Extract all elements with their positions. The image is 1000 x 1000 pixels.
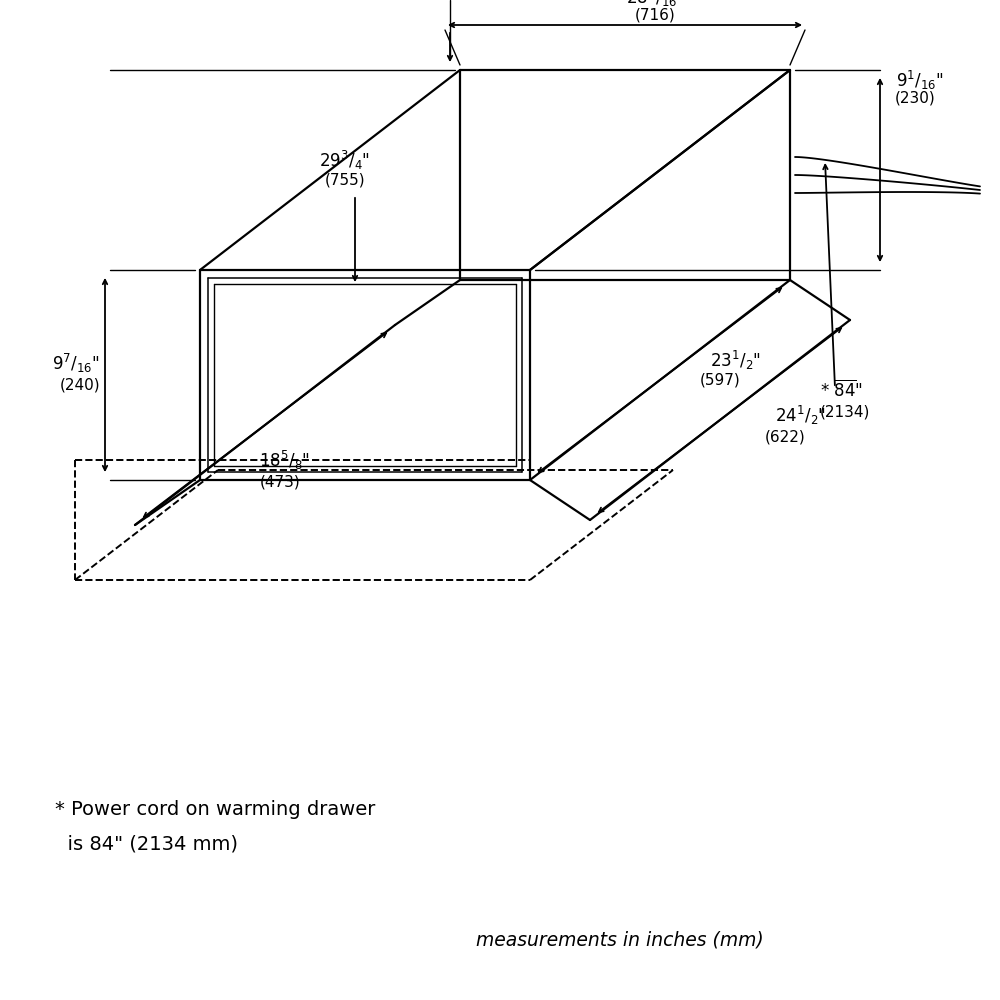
Text: $18^{5}/_{8}$": $18^{5}/_{8}$" [259, 448, 311, 472]
Text: is 84" (2134 mm): is 84" (2134 mm) [55, 835, 238, 854]
Text: (473): (473) [260, 475, 300, 489]
Text: $9^{7}/_{16}$": $9^{7}/_{16}$" [52, 351, 100, 375]
Text: (597): (597) [700, 372, 741, 387]
Text: $28^{3}/_{16}$": $28^{3}/_{16}$" [626, 0, 684, 9]
Text: (716): (716) [635, 7, 675, 22]
Text: (622): (622) [765, 430, 806, 444]
Text: $24^{1}/_{2}$": $24^{1}/_{2}$" [775, 403, 826, 427]
Text: measurements in inches (mm): measurements in inches (mm) [476, 930, 764, 949]
Text: $9^{1}/_{16}$": $9^{1}/_{16}$" [896, 68, 944, 92]
Text: (240): (240) [59, 377, 100, 392]
Text: (230): (230) [895, 91, 935, 105]
Text: * $\overline{84}$": * $\overline{84}$" [820, 379, 863, 401]
Text: (755): (755) [325, 172, 365, 188]
Text: * Power cord on warming drawer: * Power cord on warming drawer [55, 800, 375, 819]
Text: (2134): (2134) [820, 404, 870, 420]
Text: $23^{1}/_{2}$": $23^{1}/_{2}$" [710, 348, 761, 372]
Text: $29^{3}/_{4}$": $29^{3}/_{4}$" [319, 148, 371, 172]
